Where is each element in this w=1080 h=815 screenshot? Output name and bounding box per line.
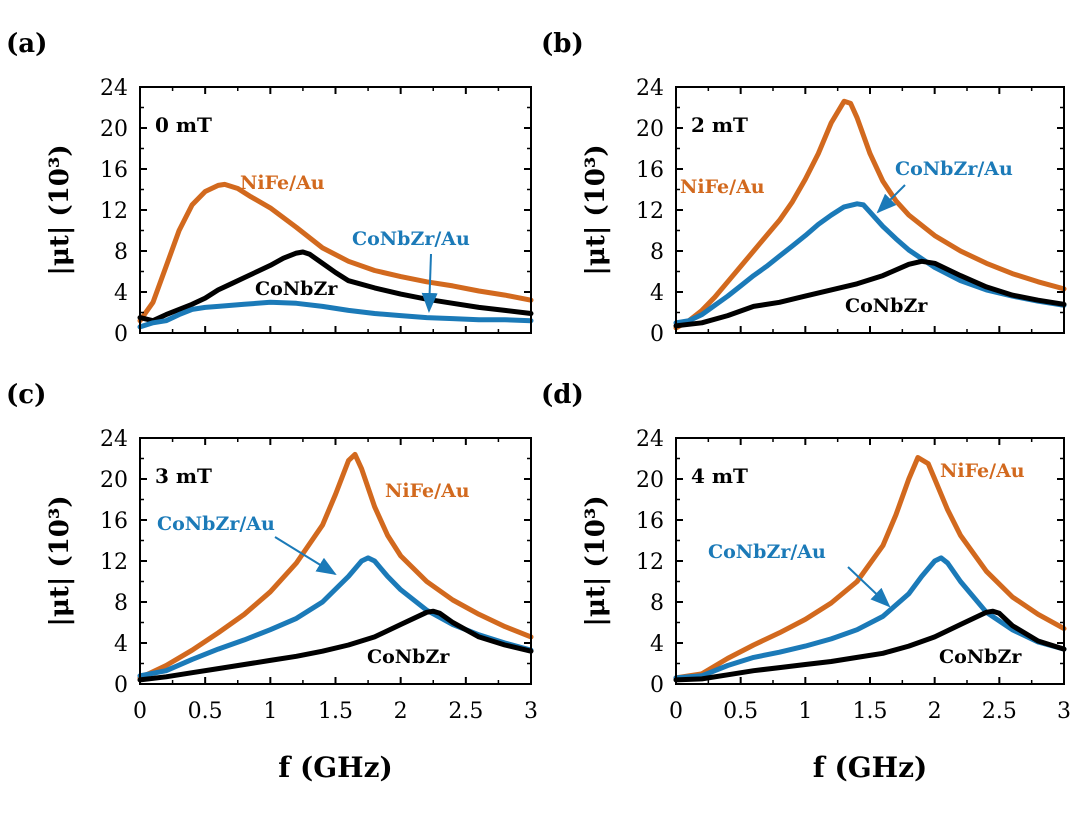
series-line-conbzr-au [137,555,534,679]
series-line-conbzr [137,608,534,683]
panel-letter: (a) [6,29,47,59]
series-line-nife-au [137,451,534,681]
x-tick-label: 2 [928,699,942,724]
series-line-nife-au [673,98,1067,331]
y-tick-label: 20 [100,117,128,142]
series-line-nife-au [137,181,534,324]
x-tick-label: 2.5 [982,699,1017,724]
y-tick-label: 24 [636,427,664,452]
y-tick-label: 0 [114,673,128,698]
y-tick-label: 20 [636,117,664,142]
y-axis-label: |μt| (10³) [581,144,611,275]
x-axis-label: f (GHz) [278,751,393,784]
annotation-arrow [274,536,337,576]
x-tick-label: 2.5 [448,699,483,724]
annotation-arrow [876,184,906,214]
x-tick-label: 0.5 [723,699,758,724]
annotation-conbzr-au: CoNbZr/Au [895,158,1013,180]
annotation-nife-au: NiFe/Au [385,480,470,502]
y-tick-label: 16 [636,509,664,534]
annotation-nife-au: NiFe/Au [680,176,765,198]
annotation-conbzr-au: CoNbZr/Au [708,541,826,563]
y-tick-label: 4 [114,632,128,657]
y-tick-label: 0 [650,673,664,698]
x-tick-label: 1 [798,699,812,724]
x-tick-label: 1 [263,699,277,724]
annotation-conbzr: CoNbZr [845,295,928,317]
x-tick-label: 0 [133,699,147,724]
y-tick-label: 8 [114,591,128,616]
annotation-nife-au: NiFe/Au [940,460,1025,482]
y-tick-label: 16 [636,158,664,183]
y-tick-label: 16 [100,158,128,183]
y-tick-label: 12 [636,550,664,575]
field-label: 2 mT [691,113,748,137]
x-tick-label: 3 [1057,699,1071,724]
annotation-nife-au: NiFe/Au [240,172,325,194]
y-axis-label: |μt| (10³) [581,495,611,626]
y-tick-label: 8 [650,591,664,616]
panel-letter: (b) [541,29,584,59]
x-tick-label: 3 [524,699,538,724]
y-tick-label: 20 [100,468,128,493]
x-axis-label: f (GHz) [813,751,928,784]
y-tick-label: 8 [114,240,128,265]
x-tick-label: 1.5 [853,699,888,724]
y-tick-label: 0 [114,322,128,347]
y-tick-label: 4 [114,281,128,306]
y-tick-label: 4 [650,632,664,657]
panel-letter: (d) [541,380,584,410]
annotation-arrow [847,566,891,608]
y-tick-label: 20 [636,468,664,493]
field-label: 0 mT [155,113,212,137]
series-line-conbzr-au [137,299,534,330]
y-tick-label: 8 [650,240,664,265]
y-tick-label: 12 [636,199,664,224]
x-tick-label: 0 [669,699,683,724]
annotation-conbzr: CoNbZr [255,278,338,300]
y-tick-label: 24 [100,76,128,101]
y-tick-label: 0 [650,322,664,347]
panel-letter: (c) [6,380,46,410]
series-line-conbzr [673,258,1067,329]
annotation-arrow [421,253,438,313]
series-line-nife-au [673,455,1067,681]
series-line-conbzr [673,608,1067,683]
annotation-conbzr-au: CoNbZr/Au [352,228,470,250]
x-tick-label: 1.5 [318,699,353,724]
annotation-conbzr: CoNbZr [939,646,1022,668]
y-axis-label: |μt| (10³) [45,495,75,626]
y-tick-label: 12 [100,550,128,575]
x-tick-label: 2 [394,699,408,724]
y-tick-label: 4 [650,281,664,306]
x-tick-label: 0.5 [188,699,223,724]
y-tick-label: 24 [636,76,664,101]
field-label: 3 mT [155,464,212,488]
y-tick-label: 12 [100,199,128,224]
annotation-conbzr: CoNbZr [367,646,450,668]
y-tick-label: 24 [100,427,128,452]
series-line-conbzr-au [673,201,1067,326]
y-tick-label: 16 [100,509,128,534]
field-label: 4 mT [691,464,748,488]
y-axis-label: |μt| (10³) [45,144,75,275]
annotation-conbzr-au: CoNbZr/Au [157,513,275,535]
